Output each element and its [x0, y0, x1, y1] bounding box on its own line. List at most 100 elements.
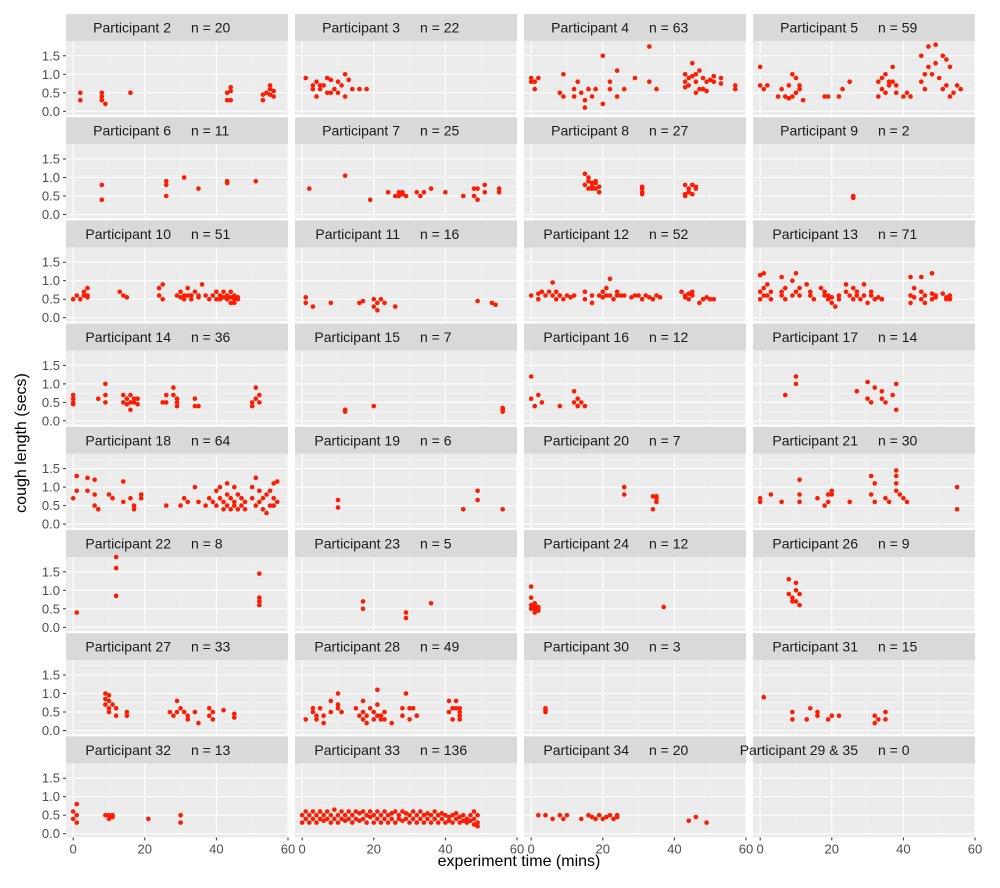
facet-strip — [753, 117, 975, 145]
data-point — [178, 289, 183, 295]
data-point — [400, 713, 405, 718]
data-point — [271, 88, 276, 94]
data-point — [543, 293, 548, 298]
data-point — [876, 717, 881, 722]
data-point — [421, 190, 427, 195]
data-point — [335, 505, 341, 510]
data-point — [435, 820, 441, 825]
facet-plot-area — [295, 247, 517, 322]
data-point — [607, 79, 613, 84]
x-tick-label: 60 — [510, 841, 524, 856]
data-point — [314, 713, 319, 718]
data-point — [872, 296, 878, 302]
data-point — [403, 610, 409, 615]
data-point — [128, 392, 133, 398]
y-tick-label: 0.5 — [42, 601, 60, 616]
data-point — [947, 64, 953, 70]
data-point — [450, 820, 455, 825]
data-point — [639, 186, 645, 191]
data-point — [375, 687, 380, 693]
data-point — [564, 812, 570, 818]
data-point — [357, 300, 362, 306]
data-point — [475, 824, 480, 829]
data-point — [829, 295, 835, 300]
data-point — [196, 720, 201, 726]
data-point — [682, 191, 688, 197]
data-point — [643, 293, 649, 298]
facet-panel: Participant 5 n = 59 — [753, 14, 976, 115]
facet-panel: Participant 17 n = 14 — [753, 323, 976, 425]
data-point — [833, 304, 838, 309]
data-point — [299, 820, 305, 825]
y-tick-label: 1.0 — [42, 170, 60, 185]
data-point — [378, 713, 384, 718]
data-point — [228, 495, 234, 501]
data-point — [432, 809, 437, 814]
data-point — [271, 503, 276, 508]
data-point — [367, 197, 373, 202]
data-point — [375, 702, 380, 707]
data-point — [249, 403, 255, 409]
x-tick-label: 20 — [367, 841, 381, 856]
data-point — [460, 193, 466, 199]
data-point — [528, 374, 534, 379]
data-point — [314, 94, 319, 99]
data-point — [457, 820, 463, 825]
data-point — [310, 86, 316, 92]
data-point — [847, 293, 852, 298]
data-point — [257, 571, 262, 576]
data-point — [196, 295, 201, 300]
data-point — [131, 507, 137, 512]
data-point — [231, 296, 237, 302]
data-point — [861, 293, 867, 298]
data-point — [568, 295, 573, 300]
facet-count: n = 7 — [420, 329, 452, 345]
data-point — [793, 381, 799, 387]
data-point — [224, 481, 230, 486]
data-point — [113, 713, 119, 718]
data-point — [95, 507, 101, 512]
facet-count: n = 63 — [649, 20, 689, 36]
data-point — [589, 293, 595, 298]
data-point — [128, 407, 133, 413]
data-point — [557, 90, 563, 96]
data-point — [242, 507, 248, 512]
data-point — [303, 75, 309, 81]
data-point — [131, 396, 137, 402]
data-point — [382, 809, 387, 814]
data-point — [324, 90, 330, 96]
data-point — [446, 709, 452, 715]
data-point — [876, 94, 881, 99]
data-point — [78, 296, 83, 302]
data-point — [260, 97, 266, 103]
facet-strip — [66, 530, 288, 557]
data-point — [228, 289, 234, 295]
facet-panel: Participant 12 n = 52 — [524, 220, 747, 322]
data-point — [228, 97, 234, 103]
facet-panel: Participant 24 n = 12 — [524, 530, 747, 631]
data-point — [711, 296, 717, 302]
data-point — [231, 503, 237, 508]
data-point — [496, 190, 502, 195]
facet-strip — [66, 633, 288, 661]
facet-panel: Participant 23 n = 5 — [295, 530, 518, 631]
data-point — [410, 809, 416, 814]
data-point — [425, 811, 430, 816]
data-point — [883, 400, 888, 405]
data-point — [883, 709, 888, 715]
facet-count: n = 64 — [191, 432, 231, 448]
data-point — [607, 276, 613, 282]
data-point — [933, 60, 938, 66]
data-point — [790, 709, 795, 715]
data-point — [561, 94, 566, 99]
data-point — [267, 488, 273, 494]
data-point — [872, 499, 878, 505]
data-point — [349, 86, 355, 92]
data-point — [700, 296, 706, 302]
data-point — [418, 193, 423, 199]
data-point — [328, 90, 334, 96]
data-point — [557, 812, 563, 818]
facet-plot-area — [66, 660, 288, 735]
data-point — [471, 816, 477, 822]
data-point — [174, 403, 180, 409]
